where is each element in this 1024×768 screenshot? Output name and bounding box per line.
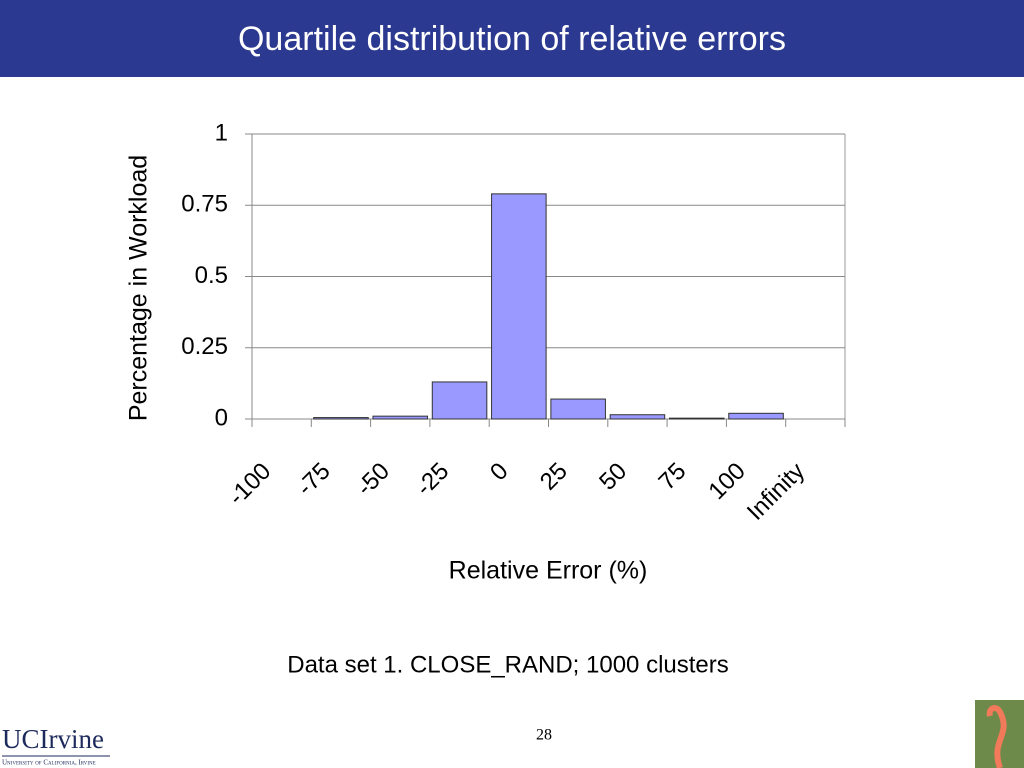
y-tick-label: 1 (215, 119, 228, 146)
x-tick-label: 75 (654, 458, 692, 496)
x-tick-label: Infinity (742, 458, 810, 526)
page-number: 28 (536, 727, 552, 744)
bar (491, 193, 547, 420)
bar (431, 381, 488, 420)
x-tick-label: -75 (292, 458, 336, 502)
title-bar (0, 0, 1024, 77)
slide-title: Quartile distribution of relative errors (238, 20, 786, 58)
y-tick-label: 0.75 (181, 191, 228, 218)
x-tick-label: 25 (535, 458, 573, 496)
y-tick-label: 0.5 (195, 262, 228, 289)
bar (668, 417, 725, 420)
y-tick-label: 0.25 (181, 333, 228, 360)
x-tick-label: -100 (223, 458, 276, 511)
x-tick-label: 0 (485, 458, 514, 487)
bar (609, 414, 666, 420)
caption: Data set 1. CLOSE_RAND; 1000 clusters (287, 651, 729, 678)
bar (372, 415, 429, 420)
bar (728, 412, 784, 420)
x-tick-label: -50 (351, 458, 395, 502)
bar (550, 398, 606, 420)
y-tick-label: 0 (215, 404, 228, 431)
logo-subtitle: University of California, Irvine (2, 759, 96, 767)
y-axis-label: Percentage in Workload (125, 155, 153, 421)
x-tick-label: 50 (594, 458, 632, 496)
x-tick-label: 100 (703, 458, 750, 505)
x-axis-label: Relative Error (%) (449, 557, 648, 585)
flamingo-photo (975, 700, 1024, 768)
logo: UCIrvine (2, 724, 104, 754)
bar (313, 417, 369, 420)
x-tick-label: -25 (411, 458, 455, 502)
